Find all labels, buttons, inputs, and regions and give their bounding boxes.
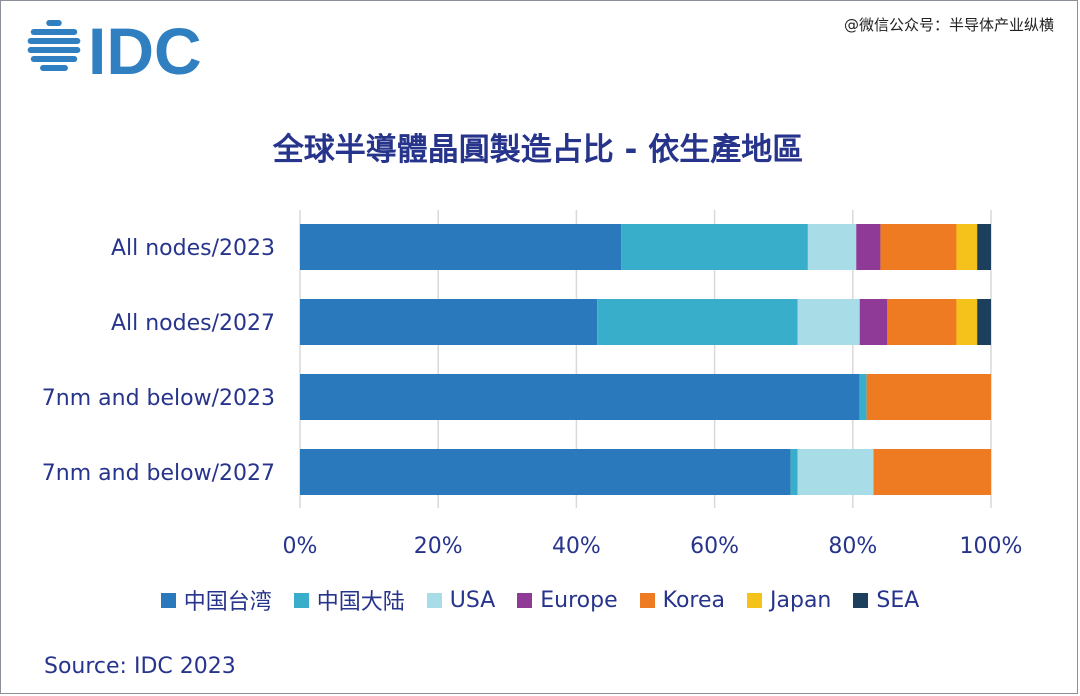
legend-label: Europe bbox=[540, 587, 618, 613]
bar-segment bbox=[300, 374, 860, 420]
legend-label: 中国大陆 bbox=[316, 590, 405, 615]
idc-logo-mark: IDC bbox=[27, 14, 202, 88]
legend-item: 中国大陆 bbox=[293, 584, 405, 616]
x-tick-label: 100% bbox=[960, 534, 1023, 559]
bar-segment bbox=[797, 299, 860, 345]
bar-segment bbox=[300, 224, 622, 270]
category-labels: All nodes/2023 All nodes/2027 7nm and belo… bbox=[42, 236, 275, 486]
bar-segment bbox=[977, 224, 991, 270]
category-label: 7nm and below/2023 bbox=[42, 386, 275, 411]
legend-swatch bbox=[426, 592, 442, 608]
legend-label: Japan bbox=[770, 587, 832, 613]
legend-label: Korea bbox=[662, 587, 726, 613]
bar-segment bbox=[873, 449, 991, 495]
legend-label: USA bbox=[449, 587, 496, 613]
legend: 中国台湾 中国大陆 USA Europe Korea Japan SEA bbox=[0, 584, 1080, 616]
x-tick-label: 40% bbox=[552, 534, 601, 559]
idc-logo: IDC bbox=[24, 10, 224, 88]
legend-item: 中国台湾 bbox=[160, 584, 272, 616]
watermark: @微信公众号：半导体产业纵横 bbox=[843, 16, 1054, 34]
x-axis-ticks: 0% 20% 40% 60% 80% 100% bbox=[283, 534, 1023, 559]
legend-item: Europe bbox=[517, 584, 618, 616]
bar-segment bbox=[887, 299, 957, 345]
bar-segment bbox=[300, 449, 791, 495]
bars bbox=[300, 224, 991, 495]
legend-item: Korea bbox=[639, 584, 726, 616]
logo-globe-stripe bbox=[46, 20, 62, 26]
logo-globe-stripe bbox=[27, 38, 81, 44]
bar-segment bbox=[977, 299, 991, 345]
x-tick-label: 20% bbox=[414, 534, 463, 559]
legend-item: Japan bbox=[747, 584, 831, 616]
legend-label: 中国台湾 bbox=[183, 590, 272, 615]
legend-swatch bbox=[293, 592, 309, 608]
x-tick-label: 0% bbox=[283, 534, 318, 559]
legend-label: SEA bbox=[876, 587, 920, 613]
idc-logo-text: IDC bbox=[88, 14, 202, 82]
bar-segment bbox=[859, 299, 888, 345]
legend-swatch bbox=[160, 592, 176, 608]
legend-item: USA bbox=[426, 584, 496, 616]
chart-title: 全球半導體晶圓製造占比 - 依生產地區 bbox=[272, 132, 803, 168]
bar-segment bbox=[621, 224, 808, 270]
x-tick-label: 80% bbox=[828, 534, 877, 559]
bar-segment bbox=[797, 449, 874, 495]
legend-item: SEA bbox=[853, 584, 919, 616]
category-label: All nodes/2027 bbox=[111, 311, 275, 336]
bar-segment bbox=[300, 299, 598, 345]
bar-segment bbox=[597, 299, 798, 345]
idc-globe-icon bbox=[27, 20, 81, 71]
logo-globe-stripe bbox=[27, 47, 81, 53]
bar-segment bbox=[880, 224, 957, 270]
bar-segment bbox=[866, 374, 991, 420]
category-label: All nodes/2023 bbox=[111, 236, 275, 261]
bar-segment bbox=[807, 224, 857, 270]
bar-segment bbox=[790, 449, 798, 495]
logo-globe-stripe bbox=[30, 29, 78, 35]
category-label: 7nm and below/2027 bbox=[42, 461, 275, 486]
legend-swatch bbox=[747, 592, 763, 608]
logo-globe-stripe bbox=[30, 56, 78, 62]
bar-segment bbox=[956, 299, 978, 345]
logo-globe-stripe bbox=[40, 65, 68, 71]
legend-swatch bbox=[853, 592, 869, 608]
bar-segment bbox=[859, 374, 867, 420]
source-note: Source: IDC 2023 bbox=[44, 654, 236, 679]
bar-segment bbox=[956, 224, 978, 270]
x-tick-label: 60% bbox=[690, 534, 739, 559]
bar-segment bbox=[856, 224, 881, 270]
legend-swatch bbox=[639, 592, 655, 608]
legend-swatch bbox=[517, 592, 533, 608]
